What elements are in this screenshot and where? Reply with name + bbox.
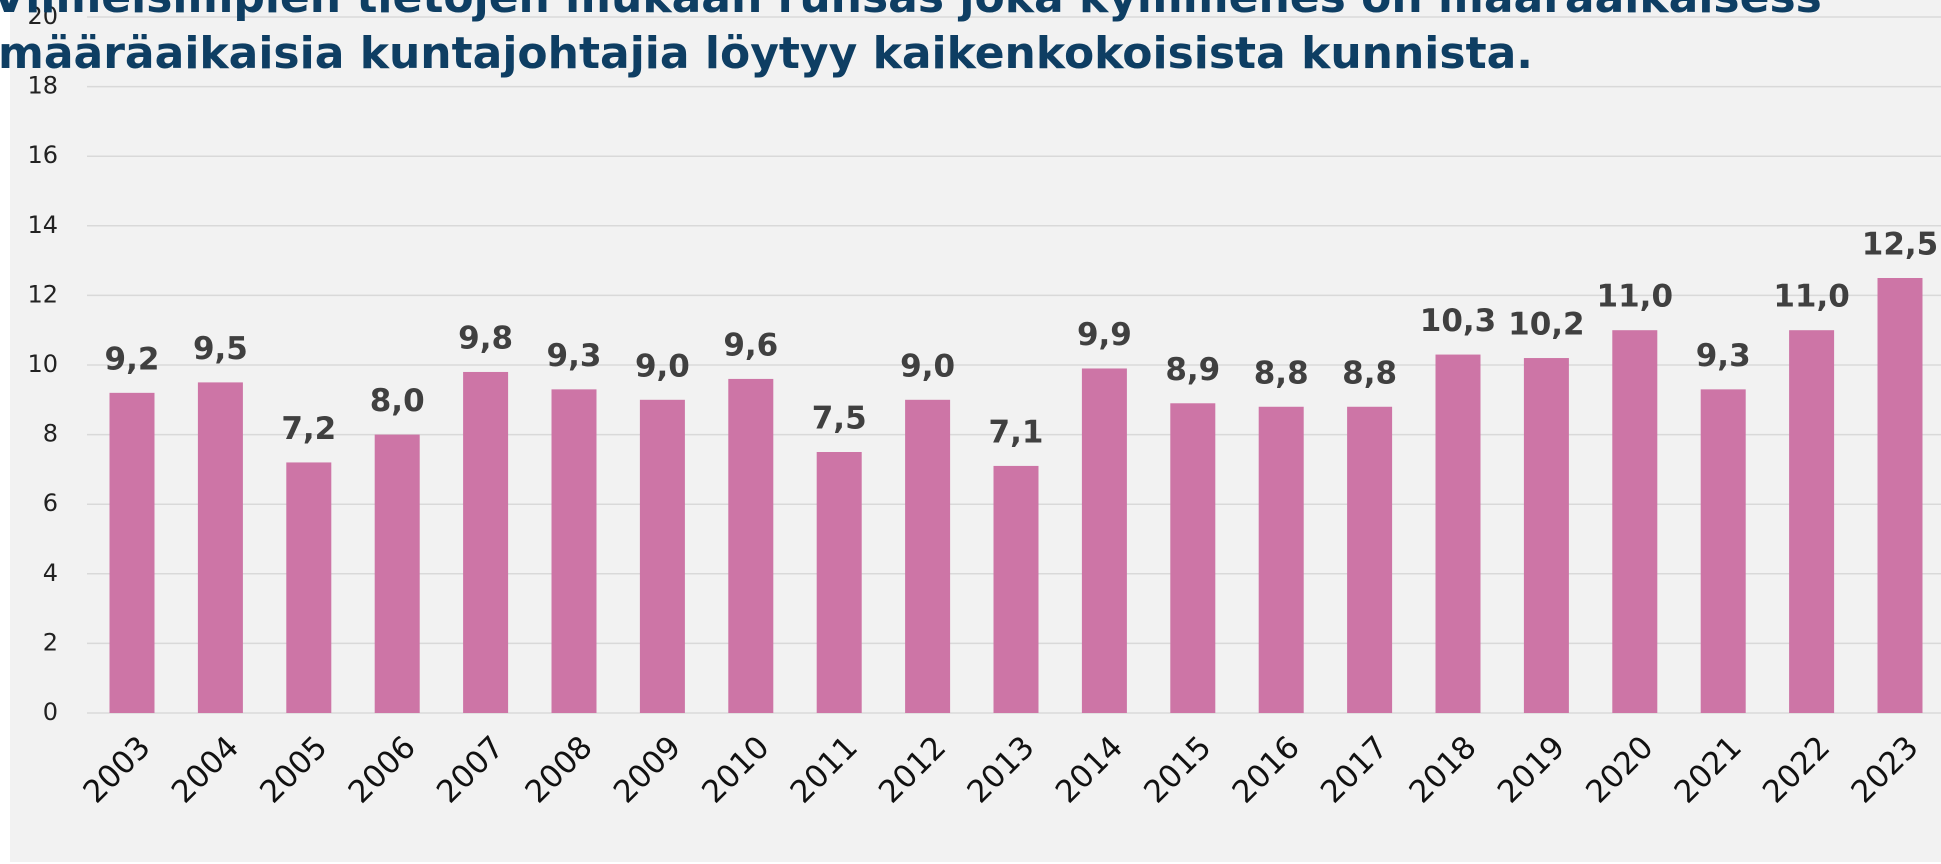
- y-tick-label: 2: [43, 628, 58, 656]
- bar: [1700, 389, 1746, 713]
- value-label: 10,2: [1508, 307, 1585, 343]
- y-tick-label: 8: [43, 420, 58, 448]
- value-label: 9,0: [635, 348, 690, 384]
- bar: [728, 378, 774, 713]
- value-label: 7,5: [812, 401, 867, 437]
- value-label: 7,1: [989, 414, 1044, 450]
- bar: [286, 462, 332, 713]
- value-label: 8,8: [1254, 355, 1309, 391]
- value-label: 9,5: [193, 331, 248, 367]
- y-tick-label: 0: [43, 698, 58, 726]
- bar: [374, 434, 420, 713]
- y-tick-label: 6: [43, 489, 58, 517]
- bar: [816, 452, 862, 713]
- value-label: 12,5: [1862, 227, 1939, 263]
- y-tick-label: 16: [27, 141, 58, 169]
- value-label: 9,3: [547, 338, 602, 374]
- value-label: 9,9: [1077, 317, 1132, 353]
- bar: [1435, 354, 1481, 713]
- value-label: 7,2: [281, 411, 336, 447]
- value-label: 9,3: [1696, 338, 1751, 374]
- bar: [639, 399, 685, 713]
- chart-title: määräaikaisia kuntajohtajia löytyy kaike…: [0, 28, 1533, 79]
- value-label: 8,9: [1165, 352, 1220, 388]
- y-tick-label: 4: [43, 559, 58, 587]
- value-label: 10,3: [1420, 303, 1497, 339]
- bar: [1170, 403, 1216, 713]
- value-label: 8,0: [370, 383, 425, 419]
- y-tick-label: 12: [27, 280, 58, 308]
- y-tick-label: 18: [27, 72, 58, 100]
- y-tick-label: 10: [27, 350, 58, 378]
- bar: [993, 465, 1039, 713]
- bar: [1877, 278, 1923, 713]
- value-label: 9,8: [458, 320, 513, 356]
- bar: [463, 371, 509, 713]
- value-label: 8,8: [1342, 355, 1397, 391]
- chart-title: Viimeisimpien tietojen mukaan runsas jok…: [0, 0, 1822, 23]
- bar: [551, 389, 597, 713]
- y-tick-label: 14: [27, 211, 58, 239]
- value-label: 11,0: [1773, 279, 1850, 315]
- bar: [1347, 406, 1393, 713]
- value-label: 9,2: [105, 341, 160, 377]
- value-label: 9,0: [900, 348, 955, 384]
- value-label: 11,0: [1597, 279, 1674, 315]
- bar: [1612, 330, 1658, 713]
- bar: [1789, 330, 1835, 713]
- value-label: 9,6: [723, 327, 778, 363]
- bar: [1523, 358, 1569, 713]
- bar: [109, 392, 155, 713]
- y-tick-label: 20: [27, 2, 58, 30]
- bar: [1081, 368, 1127, 713]
- bar: [1258, 406, 1304, 713]
- bar: [905, 399, 951, 713]
- bar: [197, 382, 243, 713]
